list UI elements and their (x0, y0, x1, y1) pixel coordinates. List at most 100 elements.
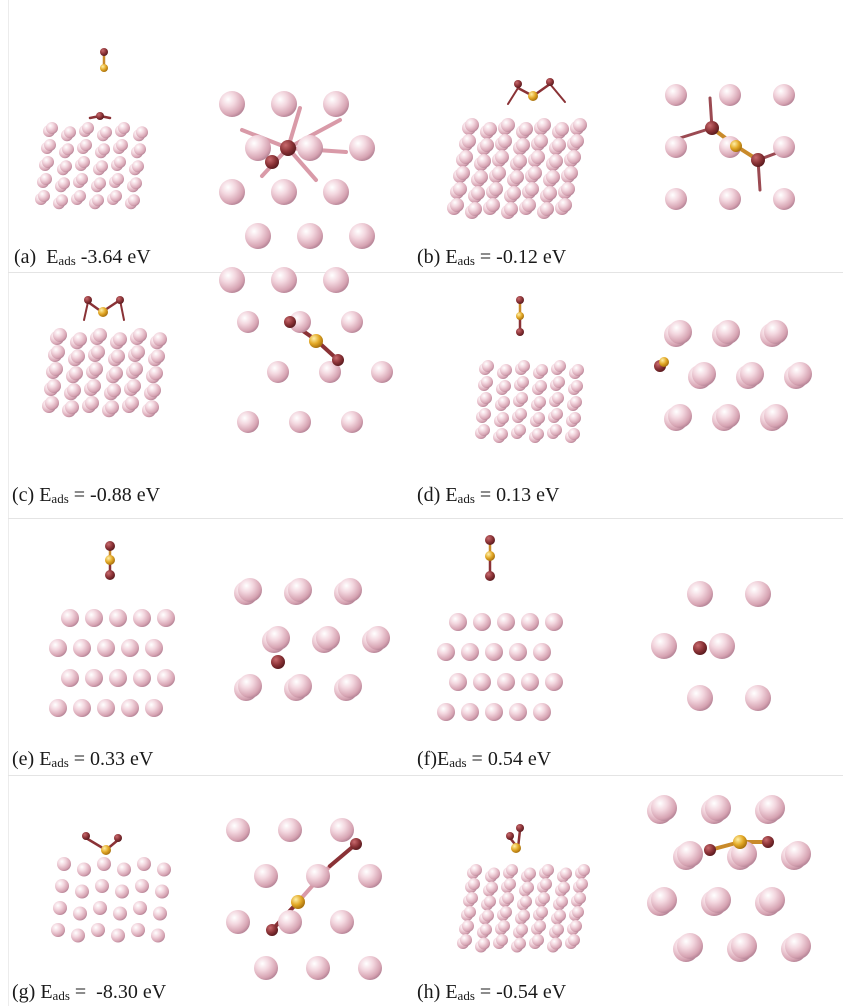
metal-atom (349, 223, 375, 249)
energy-value: = 0.54 eV (466, 748, 552, 770)
metal-atom (97, 699, 115, 717)
metal-atom (57, 857, 71, 871)
metal-atom (545, 613, 563, 631)
metal-atom (506, 864, 518, 876)
metal-atom (437, 643, 455, 661)
metal-atom (40, 173, 52, 185)
metal-atom (62, 143, 74, 156)
carbon-atom (733, 835, 747, 849)
metal-atom (716, 320, 740, 344)
metal-atom (560, 867, 572, 880)
metal-atom (100, 126, 112, 139)
metal-atom (528, 166, 542, 180)
metal-atom (705, 887, 731, 913)
metal-atom (219, 179, 245, 205)
metal-atom (578, 864, 590, 876)
metal-atom (323, 179, 349, 205)
metal-atom (521, 673, 539, 691)
metal-atom (716, 404, 740, 428)
carbon-atom (100, 64, 108, 72)
metal-atom (531, 150, 545, 164)
metal-atom (573, 118, 587, 132)
row-divider (8, 518, 843, 519)
metal-atom (570, 134, 584, 148)
metal-atom (537, 118, 551, 132)
metal-atom (519, 122, 533, 136)
energy-symbol: E (445, 981, 458, 1003)
metal-atom (504, 202, 518, 216)
metal-atom (745, 581, 771, 607)
metal-atom (341, 311, 363, 333)
metal-atom (462, 920, 474, 932)
metal-atom (500, 364, 512, 376)
metal-atom (267, 361, 289, 383)
metal-atom (495, 150, 509, 164)
metal-atom (665, 188, 687, 210)
metal-atom (564, 166, 578, 180)
metal-atom (128, 194, 140, 207)
metal-atom (479, 408, 491, 420)
metal-atom (576, 878, 588, 890)
metal-atom (498, 396, 510, 408)
metal-atom (131, 923, 145, 937)
metal-atom (740, 362, 764, 386)
energy-symbol: E (445, 484, 458, 506)
metal-atom (665, 84, 687, 106)
panel-letter: (c) (12, 484, 35, 506)
metal-atom (136, 126, 148, 139)
metal-atom (545, 673, 563, 691)
metal-atom (481, 376, 493, 388)
panel-c-caption: (c) Eads = -0.88 eV (12, 484, 160, 508)
energy-symbol: E (39, 484, 52, 506)
metal-atom (61, 609, 79, 627)
bond-line (83, 301, 89, 321)
row-divider (8, 775, 843, 776)
metal-atom (341, 411, 363, 433)
metal-atom (80, 139, 92, 151)
carbon-atom (105, 555, 115, 565)
metal-atom (289, 411, 311, 433)
metal-atom (522, 198, 536, 212)
metal-atom (488, 867, 500, 880)
energy-subscript: ads (51, 755, 69, 770)
metal-atom (497, 613, 515, 631)
metal-atom (111, 928, 125, 943)
metal-atom (38, 190, 50, 202)
metal-atom (278, 910, 302, 934)
metal-atom (449, 613, 467, 631)
metal-atom (97, 857, 111, 871)
metal-atom (719, 84, 741, 106)
metal-atom (550, 424, 562, 436)
metal-atom (45, 396, 59, 410)
oxygen-atom (105, 541, 115, 551)
carbon-atom (485, 551, 495, 561)
metal-atom (568, 934, 580, 946)
oxygen-atom (514, 80, 522, 88)
bond-line (549, 83, 566, 103)
oxygen-atom (266, 924, 278, 936)
metal-atom (574, 892, 586, 904)
metal-atom (556, 895, 568, 908)
metal-atom (665, 136, 687, 158)
panel-d-caption: (d) Eads = 0.13 eV (417, 484, 560, 508)
metal-atom (483, 122, 497, 136)
metal-atom (788, 362, 812, 386)
metal-atom (73, 639, 91, 657)
metal-atom (49, 699, 67, 717)
panel-letter: (d) (417, 484, 441, 506)
metal-atom (278, 818, 302, 842)
metal-atom (759, 887, 785, 913)
energy-value: -3.64 eV (75, 246, 151, 268)
energy-value: = 0.33 eV (68, 748, 154, 770)
metal-atom (543, 186, 557, 200)
panel-e-caption: (e) Eads = 0.33 eV (12, 748, 153, 772)
metal-atom (549, 154, 563, 168)
metal-atom (668, 320, 692, 344)
metal-atom (496, 934, 508, 946)
metal-atom (558, 881, 570, 894)
metal-atom (297, 135, 323, 161)
panel-a-caption: (a) Eads -3.64 eV (14, 246, 151, 270)
metal-atom (498, 920, 510, 932)
metal-atom (44, 139, 56, 151)
